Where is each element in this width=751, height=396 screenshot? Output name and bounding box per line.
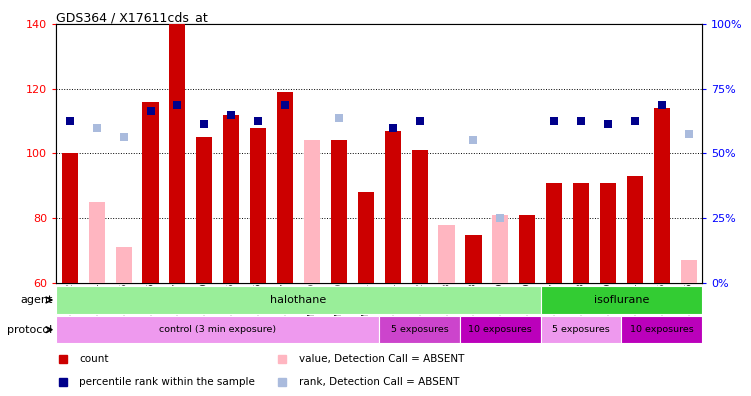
Bar <box>412 150 428 283</box>
Text: GSM5082: GSM5082 <box>65 282 74 326</box>
Text: GSM5114: GSM5114 <box>630 282 639 326</box>
Bar <box>385 131 401 283</box>
Text: 10 exposures: 10 exposures <box>469 325 532 334</box>
Point <box>467 137 479 144</box>
Bar <box>143 101 158 283</box>
Point <box>91 124 103 131</box>
Point <box>575 118 587 124</box>
Point <box>414 118 426 124</box>
Text: protocol: protocol <box>8 325 53 335</box>
Bar <box>519 215 535 283</box>
Text: GSM5084: GSM5084 <box>92 282 101 326</box>
Bar <box>653 108 670 283</box>
Text: GSM5109: GSM5109 <box>496 282 505 326</box>
Point <box>656 102 668 108</box>
Point <box>494 215 506 221</box>
Point <box>118 134 130 141</box>
Text: GSM5111: GSM5111 <box>388 282 397 326</box>
Point <box>64 118 76 124</box>
Point <box>279 102 291 108</box>
Bar <box>56 316 379 343</box>
Bar <box>600 183 616 283</box>
Point <box>629 118 641 124</box>
Bar <box>56 286 541 314</box>
Text: GSM5119: GSM5119 <box>604 282 613 326</box>
Text: percentile rank within the sample: percentile rank within the sample <box>79 377 255 387</box>
Bar <box>627 176 643 283</box>
Point <box>225 111 237 118</box>
Bar <box>170 24 185 283</box>
Bar <box>546 183 562 283</box>
Point <box>602 121 614 128</box>
Text: 5 exposures: 5 exposures <box>391 325 448 334</box>
Text: GSM5118: GSM5118 <box>577 282 586 326</box>
Bar <box>304 141 320 283</box>
Text: GSM5117: GSM5117 <box>550 282 559 326</box>
Text: GSM11381: GSM11381 <box>361 282 370 332</box>
Bar <box>116 248 131 283</box>
Bar <box>357 192 374 283</box>
Bar <box>466 234 481 283</box>
Bar <box>460 316 541 343</box>
Text: GSM5113: GSM5113 <box>442 282 451 326</box>
Text: GSM11379: GSM11379 <box>307 282 316 332</box>
Bar <box>493 215 508 283</box>
Bar <box>223 114 240 283</box>
Point <box>683 131 695 137</box>
Text: control (3 min exposure): control (3 min exposure) <box>159 325 276 334</box>
Text: rank, Detection Call = ABSENT: rank, Detection Call = ABSENT <box>299 377 459 387</box>
Text: GSM5105: GSM5105 <box>227 282 236 326</box>
Bar <box>277 92 293 283</box>
Bar <box>379 316 460 343</box>
Text: agent: agent <box>20 295 53 305</box>
Bar <box>89 202 105 283</box>
Point <box>171 102 183 108</box>
Text: GSM5116: GSM5116 <box>684 282 693 326</box>
Text: count: count <box>79 354 108 364</box>
Bar <box>62 153 78 283</box>
Point <box>333 114 345 121</box>
Bar <box>541 286 702 314</box>
Text: GSM5108: GSM5108 <box>469 282 478 326</box>
Text: isoflurane: isoflurane <box>594 295 649 305</box>
Text: value, Detection Call = ABSENT: value, Detection Call = ABSENT <box>299 354 464 364</box>
Text: GSM5090: GSM5090 <box>200 282 209 326</box>
Text: GDS364 / X17611cds_at: GDS364 / X17611cds_at <box>56 11 208 24</box>
Bar <box>573 183 589 283</box>
Bar <box>541 316 622 343</box>
Bar <box>622 316 702 343</box>
Text: GSM11380: GSM11380 <box>334 282 343 332</box>
Bar <box>680 261 697 283</box>
Text: GSM5086: GSM5086 <box>146 282 155 326</box>
Bar <box>250 128 266 283</box>
Bar <box>196 137 213 283</box>
Bar <box>439 225 454 283</box>
Text: GSM5085: GSM5085 <box>119 282 128 326</box>
Point <box>548 118 560 124</box>
Point <box>144 108 156 114</box>
Point <box>387 124 399 131</box>
Text: GSM5110: GSM5110 <box>523 282 532 326</box>
Text: GSM5106: GSM5106 <box>254 282 263 326</box>
Point <box>198 121 210 128</box>
Text: GSM5087: GSM5087 <box>173 282 182 326</box>
Bar <box>330 141 347 283</box>
Text: GSM5115: GSM5115 <box>657 282 666 326</box>
Text: 10 exposures: 10 exposures <box>630 325 694 334</box>
Text: 5 exposures: 5 exposures <box>552 325 610 334</box>
Text: halothane: halothane <box>270 295 327 305</box>
Text: GSM5107: GSM5107 <box>281 282 290 326</box>
Text: GSM5112: GSM5112 <box>415 282 424 326</box>
Point <box>252 118 264 124</box>
